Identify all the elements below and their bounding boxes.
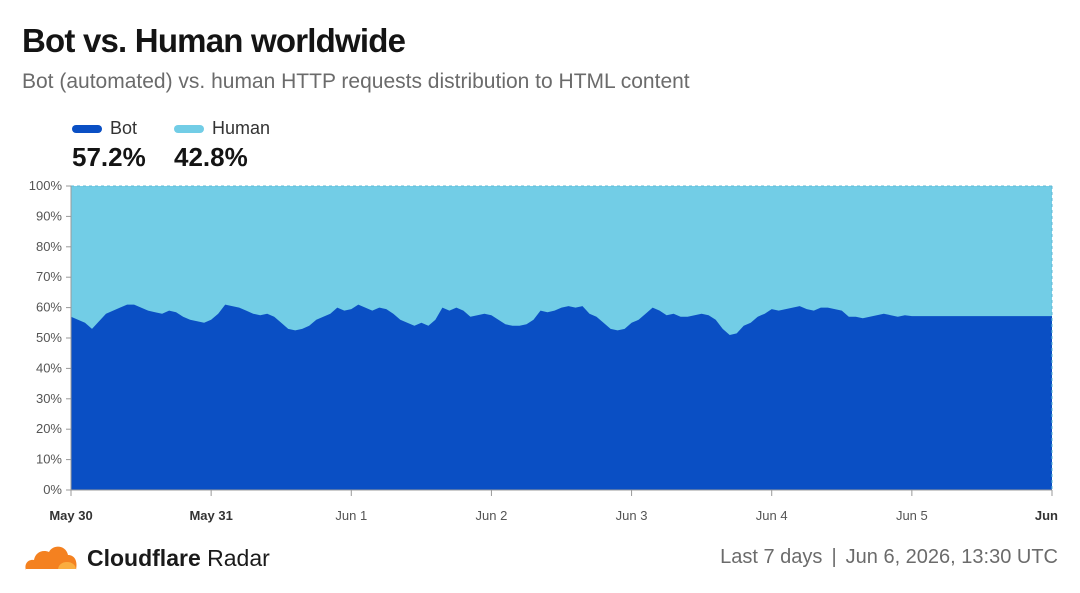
y-tick-label: 100%: [29, 178, 63, 193]
y-tick-label: 90%: [36, 208, 62, 223]
x-tick-label: Jun 4: [756, 508, 788, 523]
y-tick-label: 10%: [36, 452, 62, 467]
y-tick-label: 50%: [36, 330, 62, 345]
legend-label-bot: Bot: [110, 118, 138, 138]
y-tick-label: 60%: [36, 300, 62, 315]
y-tick-label: 40%: [36, 360, 62, 375]
y-tick-label: 0%: [43, 482, 62, 497]
legend-value-human: 42.8%: [174, 142, 248, 172]
x-tick-label: Jun 5: [896, 508, 928, 523]
footer-separator: |: [831, 546, 837, 568]
chart-title: Bot vs. Human worldwide: [22, 22, 406, 59]
y-tick-label: 70%: [36, 269, 62, 284]
brand-name-bold: Cloudflare: [87, 545, 201, 571]
time-range: Last 7 days: [720, 546, 823, 568]
y-tick-label: 80%: [36, 239, 62, 254]
legend-swatch-human: [174, 125, 204, 133]
brand-name-rest: Radar: [200, 545, 270, 571]
x-tick-label: Jun 3: [616, 508, 648, 523]
legend-value-bot: 57.2%: [72, 142, 146, 172]
y-tick-label: 20%: [36, 421, 62, 436]
legend-swatch-bot: [72, 125, 102, 133]
legend-label-human: Human: [212, 118, 271, 138]
bot-area[interactable]: [71, 304, 1052, 490]
timestamp: Jun 6, 2026, 13:30 UTC: [845, 546, 1058, 568]
x-tick-label: May 30: [49, 508, 92, 523]
y-tick-label: 30%: [36, 391, 62, 406]
x-tick-label: Jun 2: [476, 508, 508, 523]
x-tick-label: Jun: [1035, 508, 1058, 523]
x-tick-label: Jun 1: [335, 508, 367, 523]
cloudflare-logo-icon: [25, 546, 77, 571]
x-tick-label: May 31: [189, 508, 232, 523]
footer-meta: Last 7 days | Jun 6, 2026, 13:30 UTC: [720, 546, 1058, 569]
brand-name: Cloudflare Radar: [87, 545, 270, 572]
chart-subtitle: Bot (automated) vs. human HTTP requests …: [22, 70, 690, 93]
